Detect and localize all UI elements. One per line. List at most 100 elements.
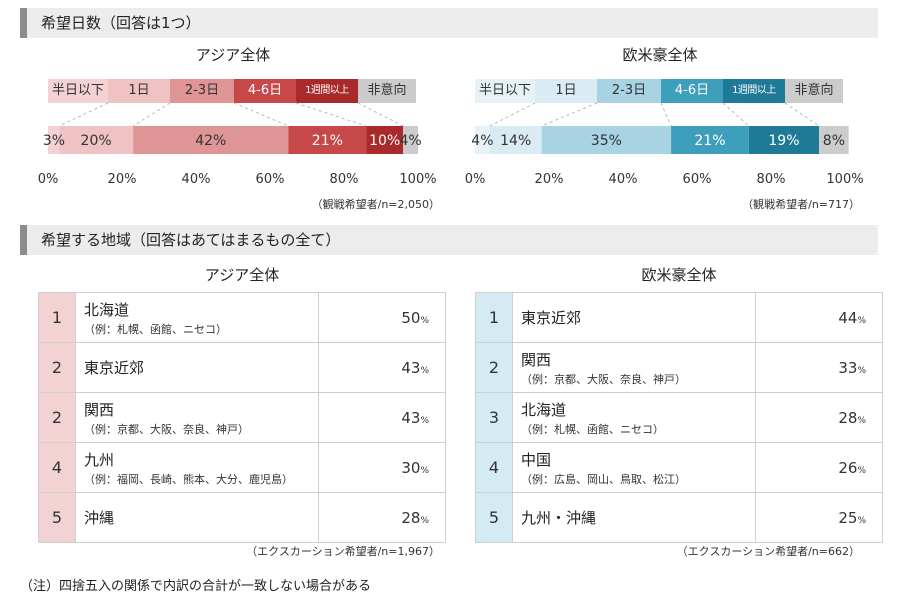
region-name: 北海道 [84, 300, 130, 319]
legend-connectors-asia [58, 102, 404, 127]
percent-cell: 28% [755, 392, 883, 443]
x-tick-1: 20% [107, 172, 137, 187]
x-tick-4: 80% [756, 172, 786, 187]
percent-value: 43 [401, 358, 421, 377]
x-tick-0: 0% [37, 172, 59, 187]
region-cell: 九州・沖縄 [512, 492, 756, 543]
stacked-bar-asia: 3% 20% 42% 21% 10% 4% [43, 126, 422, 154]
x-tick-0: 0% [464, 172, 486, 187]
table-row: 4 九州 （例：福岡、長崎、熊本、大分、鹿児島） 30% [38, 442, 446, 493]
table-row: 2 関西 （例：京都、大阪、奈良、神戸） 33% [475, 342, 883, 393]
percent-cell: 28% [318, 492, 446, 543]
percent-cell: 30% [318, 442, 446, 493]
value-label-1: 20% [81, 133, 112, 149]
legend-item-3: 4-6日 [234, 79, 296, 103]
region-cell: 東京近郊 [75, 342, 319, 393]
legend-item-1: 1日 [108, 79, 170, 103]
x-tick-4: 80% [329, 172, 359, 187]
bar-segment-0 [48, 126, 60, 154]
region-table-west: 1 東京近郊 44% 2 関西 （例：京都、大阪、奈良、神戸） 33% 3 北海道 （例：札幌、函… [475, 292, 883, 543]
table-title-asia: アジア全体 [204, 266, 280, 284]
table-row: 5 沖縄 28% [38, 492, 446, 543]
region-name: 中国 [521, 450, 552, 469]
chart-title-west: 欧米豪全体 [622, 46, 698, 64]
region-name: 沖縄 [84, 509, 115, 527]
value-label-2: 42% [195, 133, 226, 149]
section-header-days: 希望日数（回答は1つ） [20, 8, 878, 38]
rank-cell: 2 [475, 342, 513, 393]
table-row: 5 九州・沖縄 25% [475, 492, 883, 543]
table-title-west: 欧米豪全体 [641, 266, 717, 284]
region-example: （例：福岡、長崎、熊本、大分、鹿児島） [84, 472, 293, 486]
rank-cell: 1 [38, 292, 76, 343]
legend-item-1: 1日 [535, 79, 597, 103]
connector-line-1 [541, 102, 598, 127]
percent-cell: 33% [755, 342, 883, 393]
note-asia-days: （観戦希望者/n=2,050） [311, 198, 440, 211]
legend-item-0: 半日以下 [475, 79, 535, 103]
percent-value: 33 [838, 358, 858, 377]
percent-value: 28 [838, 408, 858, 427]
percent-unit: % [857, 415, 866, 426]
x-tick-5: 100% [826, 172, 864, 187]
rank-cell: 4 [475, 442, 513, 493]
bar-segment-2 [133, 126, 289, 154]
note-west-days: （観戦希望者/n=717） [742, 198, 860, 211]
region-example: （例：京都、大阪、奈良、神戸） [84, 422, 249, 436]
percent-value: 43 [401, 408, 421, 427]
percent-cell: 44% [755, 292, 883, 343]
bar-segment-5 [819, 126, 849, 154]
legend-west: 半日以下 1日 2-3日 4-6日 1週間以上 非意向 [475, 79, 843, 103]
connector-line-3 [722, 102, 750, 127]
region-table-asia: 1 北海道 （例：札幌、函館、ニセコ） 50% 2 東京近郊 43% 2 関西 （例：京都、大阪、… [38, 292, 446, 543]
value-label-2: 35% [591, 133, 622, 149]
rank-cell: 3 [475, 392, 513, 443]
connector-line-3 [295, 102, 367, 127]
region-name: 北海道 [521, 400, 567, 419]
note-west-regions: （エクスカーション希望者/n=662） [676, 545, 860, 558]
x-tick-2: 40% [608, 172, 638, 187]
region-name: 九州・沖縄 [521, 509, 597, 527]
region-example: （例：広島、岡山、鳥取、松江） [521, 472, 686, 486]
percent-value: 25 [838, 508, 858, 527]
percent-cell: 43% [318, 342, 446, 393]
value-label-5: 8% [823, 133, 845, 149]
percent-unit: % [420, 315, 429, 326]
value-label-1: 14% [500, 133, 531, 149]
region-cell: 中国 （例：広島、岡山、鳥取、松江） [512, 442, 756, 493]
rank-cell: 4 [38, 442, 76, 493]
percent-unit: % [857, 365, 866, 376]
percent-value: 26 [838, 458, 858, 477]
bar-segment-2 [541, 126, 672, 154]
table-row: 3 北海道 （例：札幌、函館、ニセコ） 28% [475, 392, 883, 443]
table-row: 2 東京近郊 43% [38, 342, 446, 393]
region-cell: 関西 （例：京都、大阪、奈良、神戸） [75, 392, 319, 443]
legend-item-4: 1週間以上 [723, 79, 785, 103]
region-example: （例：京都、大阪、奈良、神戸） [521, 372, 686, 386]
percent-unit: % [420, 465, 429, 476]
region-name: 関西 [84, 400, 115, 419]
x-tick-3: 60% [255, 172, 285, 187]
percent-value: 50 [401, 308, 421, 327]
rank-cell: 2 [38, 342, 76, 393]
percent-unit: % [857, 515, 866, 526]
rank-cell: 1 [475, 292, 513, 343]
x-tick-1: 20% [534, 172, 564, 187]
region-cell: 関西 （例：京都、大阪、奈良、神戸） [512, 342, 756, 393]
table-row: 4 中国 （例：広島、岡山、鳥取、松江） 26% [475, 442, 883, 493]
bar-segment-1 [489, 126, 542, 154]
bar-segment-0 [475, 126, 490, 154]
footnote: （注）四捨五入の関係で内訳の合計が一致しない場合がある [20, 579, 372, 594]
value-label-4: 10% [369, 133, 400, 149]
rank-cell: 5 [38, 492, 76, 543]
percent-cell: 26% [755, 442, 883, 493]
percent-value: 30 [401, 458, 421, 477]
connector-line-0 [489, 102, 536, 127]
percent-unit: % [420, 415, 429, 426]
note-asia-regions: （エクスカーション希望者/n=1,967） [246, 545, 440, 558]
rank-cell: 2 [38, 392, 76, 443]
percent-cell: 43% [318, 392, 446, 443]
percent-unit: % [420, 365, 429, 376]
percent-unit: % [857, 465, 866, 476]
percent-value: 44 [838, 308, 858, 327]
